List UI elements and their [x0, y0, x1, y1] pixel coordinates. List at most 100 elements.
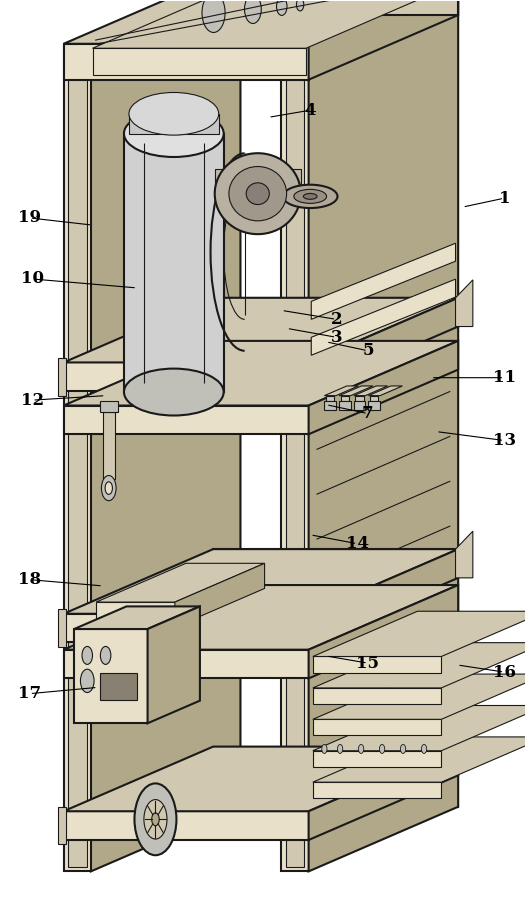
Circle shape — [80, 669, 94, 692]
Polygon shape — [213, 0, 458, 15]
Polygon shape — [103, 412, 115, 479]
Polygon shape — [309, 341, 458, 434]
Text: 7: 7 — [362, 405, 374, 423]
Polygon shape — [74, 629, 148, 724]
Circle shape — [322, 744, 327, 753]
Polygon shape — [64, 650, 309, 679]
Polygon shape — [148, 607, 200, 724]
Polygon shape — [175, 564, 265, 628]
Ellipse shape — [283, 184, 338, 208]
Polygon shape — [313, 706, 526, 751]
Ellipse shape — [215, 153, 301, 234]
Polygon shape — [368, 401, 380, 410]
Polygon shape — [313, 719, 441, 735]
Ellipse shape — [124, 369, 224, 415]
Polygon shape — [313, 688, 441, 704]
Text: 16: 16 — [493, 663, 516, 681]
Polygon shape — [356, 396, 363, 401]
Polygon shape — [313, 737, 526, 782]
Polygon shape — [64, 44, 309, 80]
Polygon shape — [124, 134, 224, 392]
Polygon shape — [64, 614, 309, 643]
Text: 14: 14 — [346, 535, 369, 552]
Ellipse shape — [246, 182, 269, 205]
Polygon shape — [313, 782, 441, 798]
Polygon shape — [313, 656, 441, 672]
Polygon shape — [354, 401, 365, 410]
Text: 10: 10 — [21, 271, 44, 288]
Polygon shape — [58, 806, 66, 844]
Polygon shape — [215, 168, 301, 198]
Polygon shape — [91, 0, 240, 871]
Polygon shape — [456, 531, 473, 578]
Circle shape — [359, 744, 363, 753]
Circle shape — [102, 476, 116, 501]
Text: 13: 13 — [493, 432, 516, 449]
Polygon shape — [64, 362, 309, 391]
Polygon shape — [64, 405, 309, 434]
Text: 19: 19 — [18, 209, 41, 227]
Polygon shape — [64, 298, 458, 362]
Circle shape — [82, 646, 93, 664]
Polygon shape — [311, 279, 456, 355]
Ellipse shape — [294, 190, 327, 203]
Text: 11: 11 — [493, 369, 516, 387]
Polygon shape — [213, 549, 458, 578]
Circle shape — [151, 813, 159, 826]
Polygon shape — [68, 55, 87, 867]
Circle shape — [100, 646, 111, 664]
Text: 12: 12 — [21, 392, 44, 409]
Text: 1: 1 — [499, 190, 510, 207]
Polygon shape — [313, 611, 526, 656]
Circle shape — [245, 0, 261, 23]
Text: 3: 3 — [331, 329, 342, 346]
Circle shape — [105, 482, 113, 494]
Polygon shape — [325, 401, 336, 410]
Circle shape — [144, 799, 167, 839]
Polygon shape — [313, 643, 526, 688]
Polygon shape — [325, 386, 358, 396]
Polygon shape — [309, 585, 458, 679]
Circle shape — [421, 744, 427, 753]
Polygon shape — [64, 549, 458, 614]
Circle shape — [297, 0, 304, 11]
Text: 18: 18 — [18, 571, 41, 588]
Polygon shape — [370, 396, 378, 401]
Polygon shape — [339, 386, 373, 396]
Polygon shape — [74, 607, 200, 629]
Ellipse shape — [129, 93, 219, 135]
Ellipse shape — [304, 193, 317, 200]
Text: 4: 4 — [305, 102, 316, 119]
Polygon shape — [64, 46, 91, 871]
Polygon shape — [309, 746, 458, 840]
Text: 15: 15 — [357, 654, 379, 672]
Polygon shape — [100, 401, 118, 412]
Polygon shape — [213, 0, 240, 806]
Polygon shape — [213, 746, 458, 775]
Polygon shape — [64, 746, 458, 811]
Text: 17: 17 — [18, 685, 41, 702]
Polygon shape — [286, 55, 305, 867]
Polygon shape — [313, 674, 526, 719]
Text: 2: 2 — [331, 311, 342, 328]
Polygon shape — [64, 585, 458, 650]
Polygon shape — [309, 549, 458, 643]
Polygon shape — [339, 401, 351, 410]
Polygon shape — [93, 0, 433, 49]
Polygon shape — [64, 0, 458, 44]
Polygon shape — [354, 386, 388, 396]
Polygon shape — [341, 396, 349, 401]
Polygon shape — [64, 341, 458, 405]
Polygon shape — [213, 298, 458, 326]
Circle shape — [202, 0, 225, 32]
Polygon shape — [93, 49, 306, 76]
Polygon shape — [281, 46, 309, 871]
Circle shape — [379, 744, 385, 753]
Bar — [100, 672, 137, 699]
Polygon shape — [313, 751, 441, 767]
Circle shape — [338, 744, 343, 753]
Text: 5: 5 — [362, 343, 373, 360]
Circle shape — [135, 783, 176, 855]
Polygon shape — [309, 0, 458, 80]
Polygon shape — [309, 298, 458, 391]
